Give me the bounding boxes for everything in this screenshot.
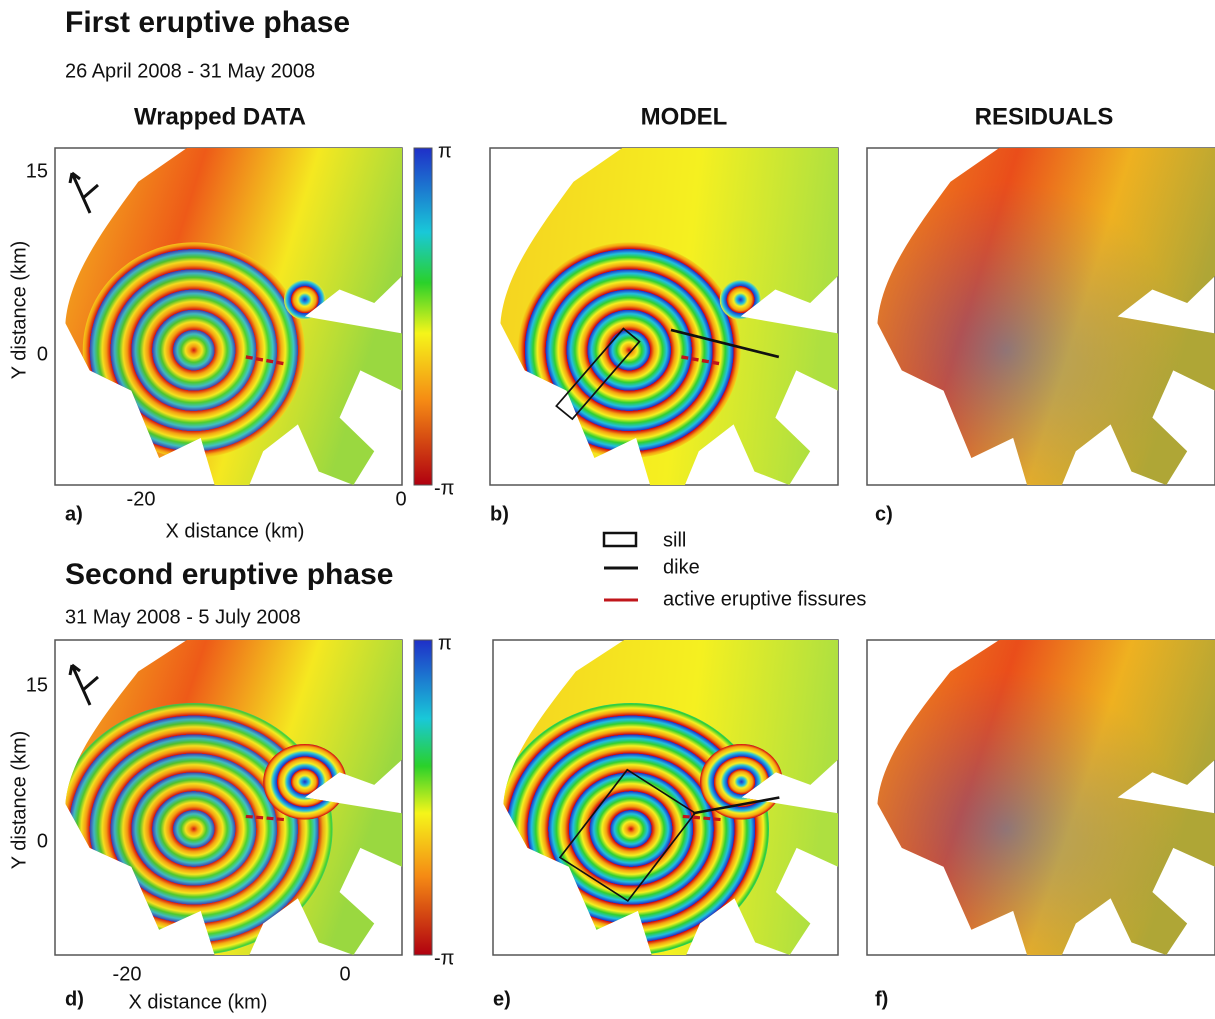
phase-dates: 26 April 2008 - 31 May 2008: [65, 60, 315, 82]
panel-label: e): [493, 988, 511, 1010]
colorbar-min: -π: [434, 947, 454, 969]
legend-label: active eruptive fissures: [663, 588, 866, 610]
colorbar-max: π: [438, 140, 452, 162]
colorbar-max: π: [438, 632, 452, 654]
panel-label: a): [65, 503, 83, 525]
panel-label: b): [490, 503, 509, 525]
y-tick-label: 0: [37, 830, 48, 852]
colorbar: [414, 148, 432, 485]
phase-dates: 31 May 2008 - 5 July 2008: [65, 606, 301, 628]
y-axis-label: Y distance (km): [8, 731, 30, 870]
panel-label: c): [875, 503, 893, 525]
column-title: RESIDUALS: [975, 103, 1114, 130]
column-title: Wrapped DATA: [134, 103, 306, 130]
phase-title: First eruptive phase: [65, 6, 350, 39]
phase-title: Second eruptive phase: [65, 558, 393, 591]
x-axis-label: X distance (km): [166, 520, 305, 542]
colorbar-min: -π: [434, 477, 454, 499]
x-tick-label: -20: [113, 963, 142, 985]
y-axis-label: Y distance (km): [8, 241, 30, 380]
colorbar: [414, 640, 432, 955]
y-tick-label: 0: [37, 343, 48, 365]
x-tick-label: 0: [395, 488, 406, 510]
y-tick-label: 15: [26, 674, 48, 696]
x-tick-label: -20: [127, 488, 156, 510]
column-title: MODEL: [641, 103, 728, 130]
figure: First eruptive phase 26 April 2008 - 31 …: [0, 0, 1215, 1019]
panel-label: d): [65, 988, 84, 1010]
y-tick-label: 15: [26, 160, 48, 182]
legend-label: dike: [663, 556, 700, 578]
x-axis-label: X distance (km): [129, 991, 268, 1013]
panel-label: f): [875, 988, 888, 1010]
x-tick-label: 0: [339, 963, 350, 985]
legend-swatch-sill: [604, 533, 636, 546]
legend-label: sill: [663, 529, 686, 551]
